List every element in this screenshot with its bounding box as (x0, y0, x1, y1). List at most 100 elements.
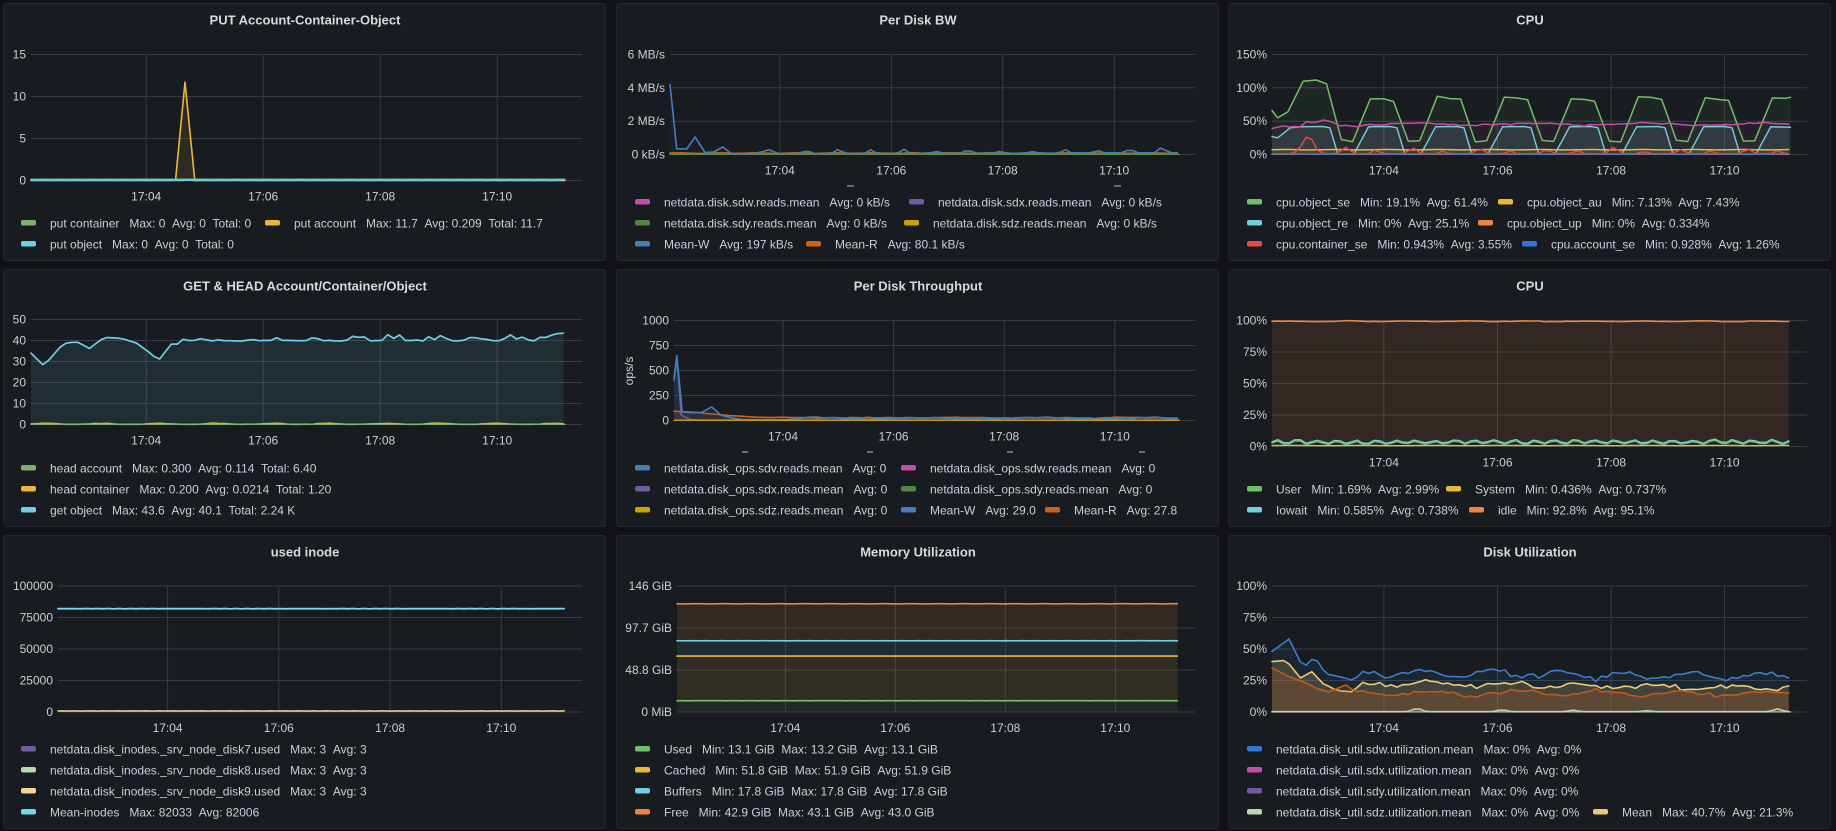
svg-text:head container Max: 0.200 A: head container Max: 0.200 Avg: 0.0214 To… (50, 483, 332, 497)
svg-text:Free Min: 42.9 GiB Max: 43.: Free Min: 42.9 GiB Max: 43.1 GiB Avg: 43… (664, 806, 935, 820)
svg-text:head account Max: 0.300 Avg: head account Max: 0.300 Avg: 0.114 Total… (50, 462, 317, 476)
svg-text:20: 20 (13, 376, 27, 390)
svg-text:15: 15 (13, 48, 27, 62)
svg-text:Per Disk BW: Per Disk BW (879, 13, 957, 28)
svg-text:Per Disk Throughput: Per Disk Throughput (854, 279, 983, 294)
svg-text:100%: 100% (1236, 81, 1267, 95)
svg-text:17:04: 17:04 (1369, 721, 1399, 735)
svg-text:CPU: CPU (1516, 279, 1543, 294)
svg-text:25%: 25% (1243, 674, 1267, 688)
svg-text:Mean-W Avg: 197 kB/s: Mean-W Avg: 197 kB/s (664, 238, 793, 252)
svg-text:97.7 GiB: 97.7 GiB (625, 621, 672, 635)
svg-text:User Min: 1.69% Avg: 2.99%: User Min: 1.69% Avg: 2.99% (1276, 483, 1440, 497)
svg-text:40: 40 (13, 334, 27, 348)
svg-text:GET & HEAD Account/Container/O: GET & HEAD Account/Container/Object (183, 279, 427, 294)
svg-text:6 MB/s: 6 MB/s (628, 48, 665, 62)
svg-text:17:06: 17:06 (264, 721, 294, 735)
svg-text:50000: 50000 (20, 642, 54, 656)
svg-text:17:06: 17:06 (1482, 455, 1512, 469)
svg-text:netdata.disk.sdx.reads.mean: netdata.disk.sdx.reads.mean Avg: 0 kB/s (938, 196, 1162, 210)
svg-text:17:06: 17:06 (248, 189, 278, 203)
svg-text:Buffers Min: 17.8 GiB Max:: Buffers Min: 17.8 GiB Max: 17.8 GiB Avg:… (664, 785, 948, 799)
svg-text:17:08: 17:08 (988, 163, 1018, 177)
svg-text:100%: 100% (1236, 314, 1267, 328)
svg-text:used inode: used inode (271, 545, 340, 560)
svg-text:17:10: 17:10 (1710, 455, 1740, 469)
svg-text:idle Min: 92.8% Avg: 95.1%: idle Min: 92.8% Avg: 95.1% (1498, 504, 1655, 518)
svg-text:17:10: 17:10 (1100, 429, 1130, 443)
svg-text:cpu.object_re Min: 0% Avg:: cpu.object_re Min: 0% Avg: 25.1% (1276, 217, 1470, 231)
svg-text:netdata.disk_util.sdz.utilizat: netdata.disk_util.sdz.utilization.mean M… (1276, 806, 1580, 820)
svg-text:netdata.disk_inodes._srv_node_: netdata.disk_inodes._srv_node_disk9.used… (50, 785, 367, 799)
svg-text:Disk Utilization: Disk Utilization (1483, 545, 1576, 560)
svg-text:cpu.object_au Min: 7.13% Av: cpu.object_au Min: 7.13% Avg: 7.43% (1527, 196, 1740, 210)
svg-text:17:04: 17:04 (153, 721, 183, 735)
svg-text:ops/s: ops/s (622, 357, 636, 386)
svg-text:17:08: 17:08 (375, 721, 405, 735)
svg-text:50%: 50% (1243, 377, 1267, 391)
svg-text:75000: 75000 (20, 611, 54, 625)
svg-text:17:04: 17:04 (768, 429, 798, 443)
svg-text:netdata.disk_ops.sdz.reads.mea: netdata.disk_ops.sdz.reads.mean Avg: 0 (664, 504, 888, 518)
svg-text:17:04: 17:04 (1369, 455, 1399, 469)
svg-text:100000: 100000 (13, 579, 53, 593)
svg-text:2 MB/s: 2 MB/s (628, 114, 665, 128)
svg-text:17:06: 17:06 (1482, 163, 1512, 177)
svg-text:17:10: 17:10 (1099, 163, 1129, 177)
svg-text:50%: 50% (1243, 114, 1267, 128)
svg-text:netdata.disk_util.sdy.utilizat: netdata.disk_util.sdy.utilization.mean M… (1276, 785, 1579, 799)
svg-text:17:04: 17:04 (770, 721, 800, 735)
svg-text:17:10: 17:10 (482, 433, 512, 447)
svg-text:17:06: 17:06 (248, 433, 278, 447)
svg-text:cpu.account_se Min: 0.928%: cpu.account_se Min: 0.928% Avg: 1.26% (1551, 238, 1780, 252)
svg-text:17:10: 17:10 (1100, 721, 1130, 735)
svg-text:250: 250 (649, 389, 669, 403)
svg-text:netdata.disk_ops.sdy.reads.mea: netdata.disk_ops.sdy.reads.mean Avg: 0 (930, 483, 1153, 497)
svg-text:30: 30 (13, 355, 27, 369)
svg-text:17:08: 17:08 (1596, 163, 1626, 177)
svg-text:17:10: 17:10 (482, 189, 512, 203)
svg-text:netdata.disk_inodes._srv_node_: netdata.disk_inodes._srv_node_disk7.used… (50, 743, 367, 757)
svg-text:10: 10 (13, 90, 27, 104)
svg-text:get object Max: 43.6 Avg: 4: get object Max: 43.6 Avg: 40.1 Total: 2.… (50, 504, 295, 518)
svg-text:17:08: 17:08 (365, 189, 395, 203)
svg-text:Memory Utilization: Memory Utilization (860, 545, 976, 560)
svg-text:netdata.disk_ops.sdw.reads.mea: netdata.disk_ops.sdw.reads.mean Avg: 0 (930, 462, 1156, 476)
svg-text:0%: 0% (1250, 440, 1268, 454)
svg-text:0 MiB: 0 MiB (641, 705, 672, 719)
svg-text:put account Max: 11.7 Avg:: put account Max: 11.7 Avg: 0.209 Total: … (294, 217, 543, 231)
svg-text:146 GiB: 146 GiB (629, 579, 672, 593)
svg-text:17:08: 17:08 (1596, 721, 1626, 735)
svg-text:netdata.disk_ops.sdx.reads.mea: netdata.disk_ops.sdx.reads.mean Avg: 0 (664, 483, 888, 497)
svg-text:Cached Min: 51.8 GiB Max: 5: Cached Min: 51.8 GiB Max: 51.9 GiB Avg: … (664, 764, 951, 778)
svg-text:100%: 100% (1236, 579, 1267, 593)
svg-text:put object Max: 0 Avg: 0 T: put object Max: 0 Avg: 0 Total: 0 (50, 238, 234, 252)
svg-text:17:04: 17:04 (765, 163, 795, 177)
svg-text:0%: 0% (1250, 148, 1268, 162)
svg-text:0: 0 (19, 174, 26, 188)
svg-text:17:06: 17:06 (1482, 721, 1512, 735)
svg-text:17:08: 17:08 (990, 721, 1020, 735)
svg-text:5: 5 (19, 132, 26, 146)
svg-text:17:04: 17:04 (131, 433, 161, 447)
svg-text:17:04: 17:04 (131, 189, 161, 203)
svg-text:put container Max: 0 Avg: 0: put container Max: 0 Avg: 0 Total: 0 (50, 217, 252, 231)
svg-text:Iowait Min: 0.585% Avg: 0.7: Iowait Min: 0.585% Avg: 0.738% (1276, 504, 1459, 518)
svg-text:150%: 150% (1236, 48, 1267, 62)
svg-text:cpu.object_se Min: 19.1% Av: cpu.object_se Min: 19.1% Avg: 61.4% (1276, 196, 1488, 210)
svg-text:Mean-R Avg: 80.1 kB/s: Mean-R Avg: 80.1 kB/s (835, 238, 965, 252)
svg-text:0: 0 (46, 705, 53, 719)
svg-text:17:06: 17:06 (879, 429, 909, 443)
svg-text:0: 0 (19, 418, 26, 432)
svg-text:1000: 1000 (642, 314, 669, 328)
svg-text:750: 750 (649, 339, 669, 353)
svg-text:netdata.disk.sdy.reads.mean: netdata.disk.sdy.reads.mean Avg: 0 kB/s (664, 217, 887, 231)
svg-text:netdata.disk_inodes._srv_node_: netdata.disk_inodes._srv_node_disk8.used… (50, 764, 367, 778)
svg-text:Mean Max: 40.7% Avg: 21.3%: Mean Max: 40.7% Avg: 21.3% (1622, 806, 1794, 820)
svg-text:0: 0 (662, 414, 669, 428)
svg-text:75%: 75% (1243, 611, 1267, 625)
svg-text:17:04: 17:04 (1369, 163, 1399, 177)
svg-text:netdata.disk_util.sdw.utilizat: netdata.disk_util.sdw.utilization.mean M… (1276, 743, 1582, 757)
svg-text:25%: 25% (1243, 408, 1267, 422)
svg-text:17:06: 17:06 (876, 163, 906, 177)
